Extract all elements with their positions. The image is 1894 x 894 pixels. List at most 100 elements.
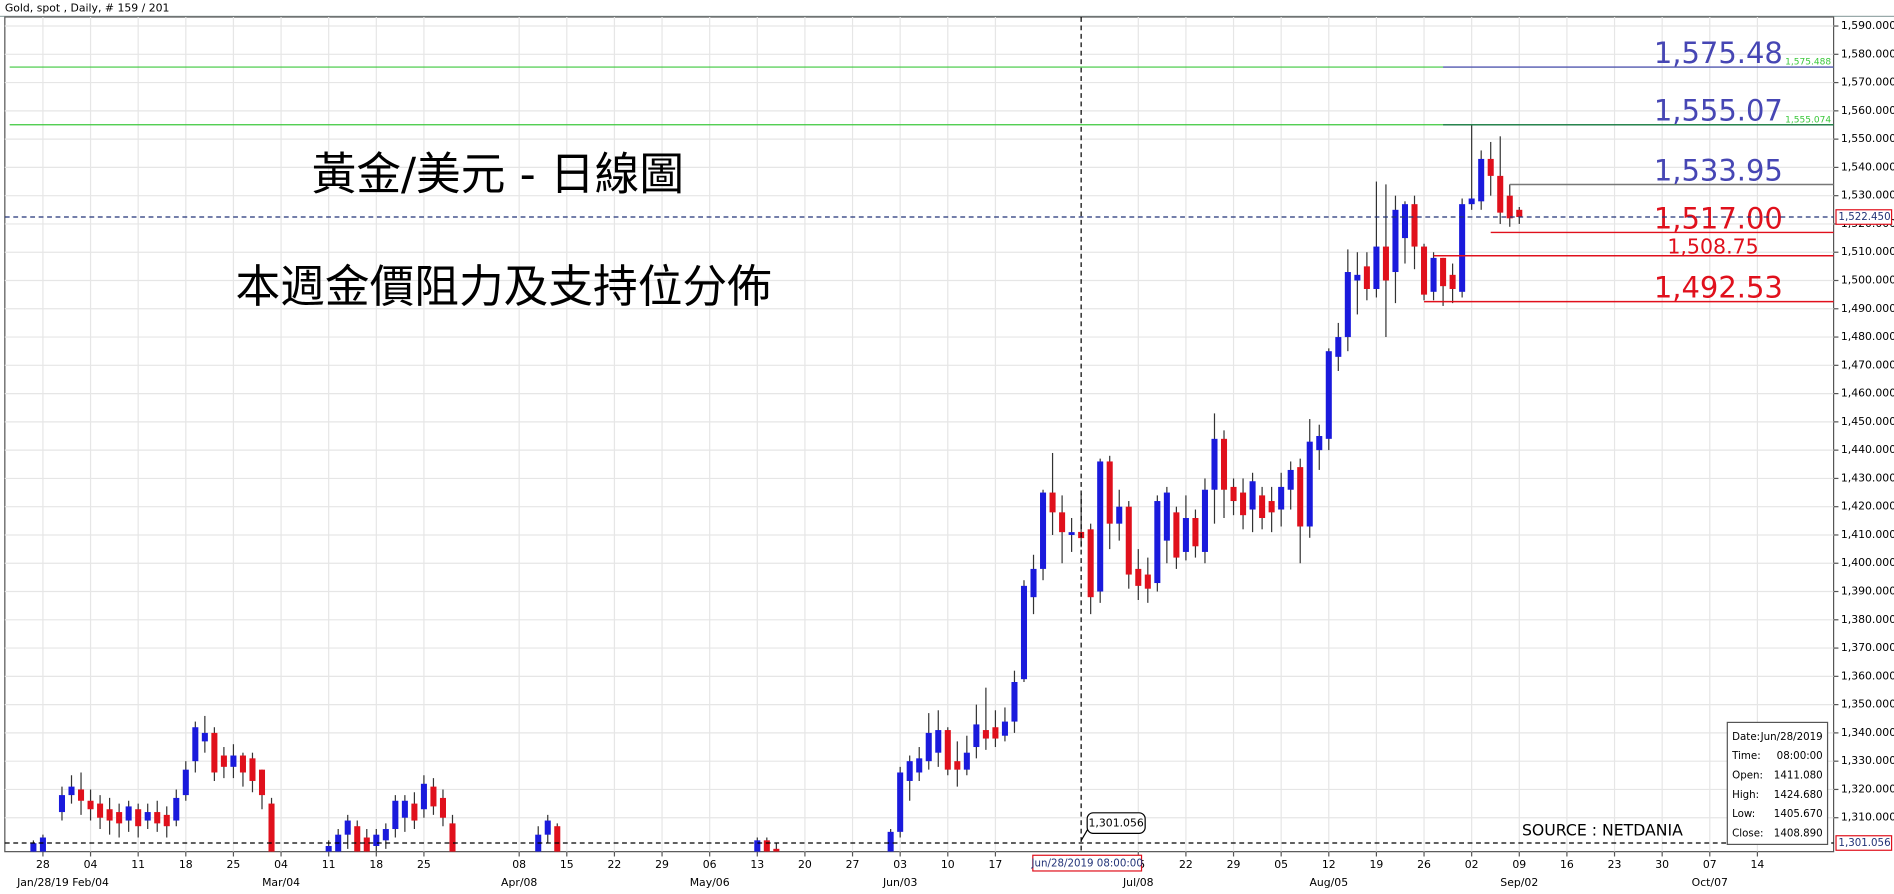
y-tick-label: 1,590.000 [1841, 19, 1894, 32]
info-label: Low: [1732, 808, 1755, 820]
candle-body [1040, 492, 1047, 569]
candle-body [992, 727, 999, 739]
x-major-label: Jul/08 [1122, 876, 1154, 889]
x-major-label: Feb/04 [72, 876, 109, 889]
x-tick-label: 07 [1703, 858, 1717, 871]
info-value: 1411.080 [1774, 770, 1823, 782]
y-tick-label: 1,530.000 [1841, 189, 1894, 202]
crosshair-y-label: 1,301.056 [1838, 837, 1890, 849]
x-tick-label: 22 [1179, 858, 1193, 871]
x-tick-label: 03 [893, 858, 907, 871]
info-label: Date: [1732, 731, 1760, 743]
y-tick-label: 1,310.000 [1841, 811, 1894, 824]
candle-body [344, 820, 351, 835]
candle-body [1030, 568, 1037, 598]
x-major-label: Aug/05 [1309, 876, 1348, 889]
candle-body [1240, 492, 1247, 516]
x-tick-label: 05 [1274, 858, 1288, 871]
candle-body [268, 803, 275, 852]
x-tick-label: 02 [1465, 858, 1479, 871]
candle-body [1001, 721, 1008, 736]
candle-body [1173, 512, 1180, 558]
y-tick-label: 1,480.000 [1841, 330, 1894, 343]
candle-body [154, 812, 161, 824]
x-tick-label: 13 [750, 858, 764, 871]
candle-body [1230, 486, 1237, 502]
y-tick-label: 1,490.000 [1841, 302, 1894, 315]
candle-body [1459, 204, 1466, 292]
x-tick-label: 23 [1608, 858, 1622, 871]
candle-body [763, 840, 770, 852]
candle-body [906, 761, 913, 781]
callout-label: 1,301.056 [1089, 817, 1144, 830]
candle-body [1097, 461, 1104, 592]
header-text: Gold, spot , Daily, # 159 / 201 [5, 2, 170, 15]
candle-body [1373, 246, 1380, 289]
info-value: 1408.890 [1774, 828, 1823, 840]
candle-body [1011, 682, 1018, 722]
candle-body [354, 826, 361, 852]
x-major-label: Apr/08 [501, 876, 537, 889]
candle-body [401, 800, 408, 818]
candle-body [1144, 574, 1151, 589]
candle-body [125, 806, 132, 821]
candle-body [1478, 158, 1485, 202]
candle-body [1449, 274, 1456, 289]
x-tick-label: 27 [846, 858, 860, 871]
last-price-box [1835, 209, 1893, 225]
y-tick-label: 1,360.000 [1841, 669, 1894, 682]
x-major-label: Jun/03 [882, 876, 918, 889]
candle-body [1411, 204, 1418, 247]
x-tick-label: 26 [1417, 858, 1431, 871]
y-tick-label: 1,370.000 [1841, 641, 1894, 654]
candle-body [1382, 246, 1389, 281]
x-tick-label: 18 [369, 858, 383, 871]
candle-body [1125, 506, 1132, 575]
candle-body [1106, 461, 1113, 524]
candle-body [1287, 469, 1294, 490]
level-label: 1,508.75 [1667, 234, 1758, 258]
candle-body [935, 730, 942, 753]
y-tick-label: 1,540.000 [1841, 160, 1894, 173]
x-tick-label: 25 [417, 858, 431, 871]
candle-body [373, 834, 380, 846]
candle-body [97, 803, 104, 818]
y-tick-label: 1,500.000 [1841, 274, 1894, 287]
candle-body [163, 814, 170, 827]
info-value: 08:00:00 [1777, 750, 1823, 762]
candle-body [1354, 274, 1361, 281]
candle-body [1316, 436, 1323, 451]
x-tick-label: 11 [131, 858, 145, 871]
x-tick-label: 04 [274, 858, 288, 871]
candle-body [1154, 501, 1161, 584]
candle-body [1135, 568, 1142, 586]
candle-body [363, 837, 370, 852]
x-major-label: Mar/04 [262, 876, 300, 889]
crosshair-x-box [1032, 854, 1143, 872]
y-tick-label: 1,560.000 [1841, 104, 1894, 117]
info-label: Time: [1731, 750, 1761, 762]
candle-body [954, 761, 961, 770]
level-label: 1,533.95 [1654, 153, 1783, 187]
x-tick-label: 30 [1655, 858, 1669, 871]
candle-body [1516, 209, 1523, 218]
candle-body [1020, 585, 1028, 680]
candle-body [887, 831, 894, 852]
candle-body [1440, 257, 1447, 287]
candle-body [1259, 495, 1266, 519]
candle-body [1392, 209, 1399, 273]
candle-body [944, 730, 951, 770]
x-tick-label: 29 [1227, 858, 1241, 871]
candle-body [249, 758, 256, 781]
y-tick-label: 1,550.000 [1841, 132, 1894, 145]
y-tick-label: 1,580.000 [1841, 47, 1894, 60]
y-tick-label: 1,430.000 [1841, 471, 1894, 484]
y-tick-label: 1,420.000 [1841, 500, 1894, 513]
candle-body [897, 772, 904, 832]
x-major-label: May/06 [690, 876, 730, 889]
candle-body [1401, 204, 1409, 239]
y-tick-label: 1,570.000 [1841, 76, 1894, 89]
candle-body [201, 732, 208, 742]
candle-body [1306, 441, 1313, 527]
